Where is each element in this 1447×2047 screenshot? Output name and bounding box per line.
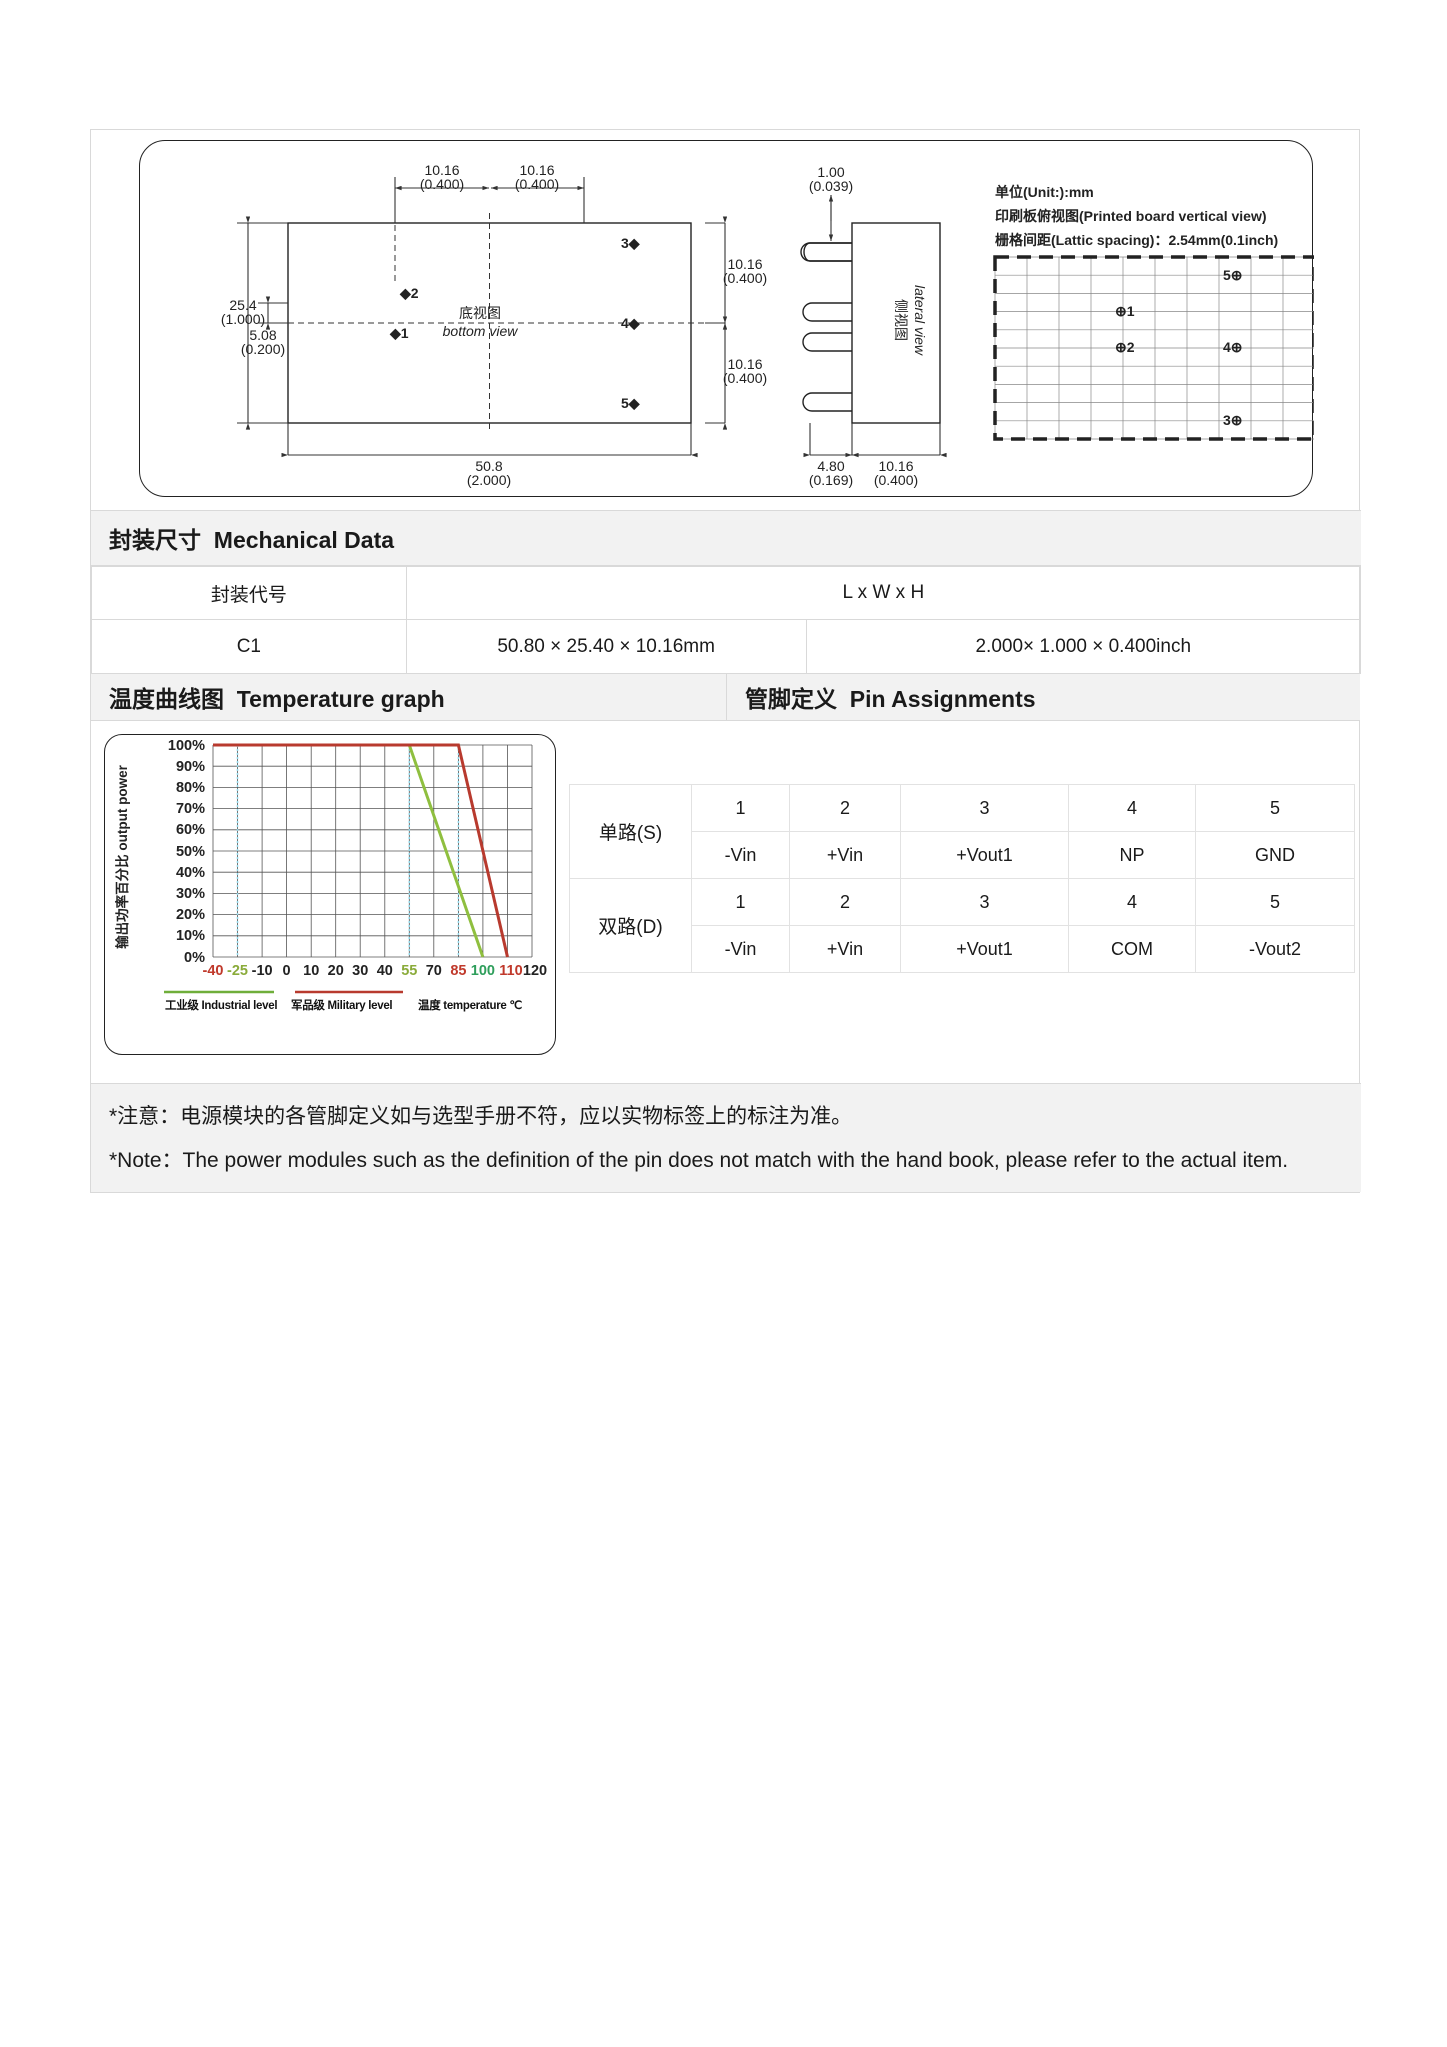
svg-text:20: 20 [328,963,344,979]
svg-text:30: 30 [352,963,368,979]
svg-text:120: 120 [523,963,547,979]
svg-text:(0.400): (0.400) [723,370,767,386]
svg-text:5◆: 5◆ [621,395,641,411]
svg-text:栅格间距(Lattic spacing)：2.54mm(0.: 栅格间距(Lattic spacing)：2.54mm(0.1inch) [995,232,1278,248]
svg-text:3⊕: 3⊕ [1223,412,1243,428]
svg-text:⊕2: ⊕2 [1115,339,1135,355]
svg-text:(0.400): (0.400) [420,176,464,192]
svg-text:bottom view: bottom view [443,323,519,339]
svg-text:10%: 10% [176,928,205,944]
svg-text:55: 55 [401,963,417,979]
svg-text:(0.039): (0.039) [809,178,853,194]
svg-text:100%: 100% [168,738,205,754]
svg-text:10: 10 [303,963,319,979]
svg-text:40%: 40% [176,865,205,881]
svg-text:(0.400): (0.400) [723,270,767,286]
svg-text:(1.000): (1.000) [221,311,265,327]
svg-text:(0.400): (0.400) [874,472,918,488]
svg-text:3◆: 3◆ [621,235,641,251]
svg-text:100: 100 [471,963,495,979]
svg-text:底视图: 底视图 [459,305,501,321]
svg-text:50%: 50% [176,844,205,860]
svg-text:(0.400): (0.400) [515,176,559,192]
svg-text:80%: 80% [176,780,205,796]
svg-text:-10: -10 [252,963,273,979]
svg-text:110: 110 [499,963,522,979]
svg-text:lateral view: lateral view [912,285,928,356]
svg-text:印刷板俯视图(Printed board vertical: 印刷板俯视图(Printed board vertical view) [995,208,1267,224]
svg-text:-25: -25 [227,963,248,979]
svg-text:30%: 30% [176,886,205,902]
svg-text:军品级 Military level: 军品级 Military level [291,998,392,1012]
svg-text:85: 85 [450,963,466,979]
svg-text:20%: 20% [176,907,205,923]
svg-text:◆1: ◆1 [389,325,409,341]
svg-text:单位(Unit:):mm: 单位(Unit:):mm [995,184,1094,200]
svg-text:侧视图: 侧视图 [893,299,909,341]
svg-text:⊕1: ⊕1 [1115,303,1135,319]
svg-text:90%: 90% [176,759,205,775]
svg-text:(0.200): (0.200) [241,341,285,357]
svg-text:(2.000): (2.000) [467,472,511,488]
svg-text:输出功率百分比 output power: 输出功率百分比 output power [114,764,130,948]
svg-text:温度 temperature ℃: 温度 temperature ℃ [418,998,522,1012]
svg-text:5⊕: 5⊕ [1223,267,1243,283]
svg-text:(0.169): (0.169) [809,472,853,488]
svg-text:0: 0 [283,963,291,979]
svg-text:70%: 70% [176,801,205,817]
svg-text:40: 40 [377,963,393,979]
svg-text:4◆: 4◆ [621,315,641,331]
svg-text:4⊕: 4⊕ [1223,339,1243,355]
svg-text:-40: -40 [203,963,224,979]
svg-text:工业级 Industrial level: 工业级 Industrial level [165,998,277,1012]
svg-text:60%: 60% [176,822,205,838]
svg-text:70: 70 [426,963,442,979]
svg-text:◆2: ◆2 [399,285,419,301]
